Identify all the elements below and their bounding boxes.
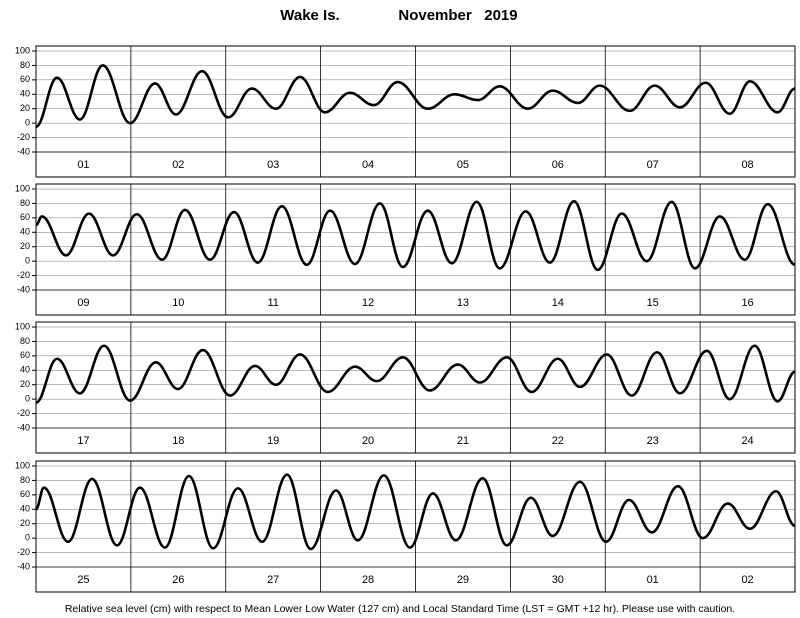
y-tick-label: 20	[20, 103, 30, 113]
y-tick-label: -40	[17, 146, 30, 156]
day-label: 05	[457, 159, 469, 171]
y-tick-label: 60	[20, 350, 30, 360]
y-tick-label: -40	[17, 561, 30, 571]
y-tick-label: 80	[20, 336, 30, 346]
day-label: 06	[552, 159, 564, 171]
y-tick-label: 0	[25, 256, 30, 266]
day-label: 02	[172, 159, 184, 171]
day-label: 18	[172, 435, 184, 447]
y-tick-label: -20	[17, 547, 30, 557]
y-tick-label: 100	[15, 321, 30, 331]
day-label: 28	[362, 574, 374, 586]
y-tick-label: 100	[15, 460, 30, 470]
y-tick-label: 0	[25, 394, 30, 404]
y-tick-label: 60	[20, 489, 30, 499]
day-label: 01	[647, 574, 659, 586]
day-label: 23	[647, 435, 659, 447]
day-label: 01	[77, 159, 89, 171]
day-label: 25	[77, 574, 89, 586]
y-tick-label: 80	[20, 475, 30, 485]
day-label: 29	[457, 574, 469, 586]
tide-curve	[35, 199, 796, 272]
day-label: 14	[552, 297, 564, 309]
y-tick-label: -20	[17, 408, 30, 418]
chart-subtitle: November 2019	[398, 7, 517, 24]
day-label: 15	[647, 297, 659, 309]
y-tick-label: -20	[17, 270, 30, 280]
day-label: 21	[457, 435, 469, 447]
day-label: 17	[77, 435, 89, 447]
chart-title: Wake Is.	[280, 7, 339, 24]
y-tick-label: 40	[20, 504, 30, 514]
y-tick-label: -20	[17, 132, 30, 142]
y-tick-label: -40	[17, 422, 30, 432]
day-label: 08	[741, 159, 753, 171]
day-label: 16	[741, 297, 753, 309]
footnote: Relative sea level (cm) with respect to …	[65, 603, 735, 615]
day-label: 04	[362, 159, 374, 171]
y-tick-label: 0	[25, 533, 30, 543]
y-tick-label: 40	[20, 227, 30, 237]
y-tick-label: 40	[20, 365, 30, 375]
y-tick-label: 20	[20, 379, 30, 389]
day-label: 03	[267, 159, 279, 171]
day-label: 24	[741, 435, 753, 447]
y-tick-label: 80	[20, 60, 30, 70]
day-label: 20	[362, 435, 374, 447]
day-label: 09	[77, 297, 89, 309]
y-tick-label: 20	[20, 241, 30, 251]
day-label: 13	[457, 297, 469, 309]
y-tick-label: 60	[20, 74, 30, 84]
y-tick-label: 20	[20, 518, 30, 528]
y-tick-label: 60	[20, 212, 30, 222]
y-tick-label: 100	[15, 183, 30, 193]
day-label: 07	[647, 159, 659, 171]
y-tick-label: 0	[25, 118, 30, 128]
y-tick-label: 80	[20, 198, 30, 208]
day-label: 30	[552, 574, 564, 586]
day-label: 27	[267, 574, 279, 586]
day-label: 19	[267, 435, 279, 447]
y-tick-label: 40	[20, 89, 30, 99]
day-label: 12	[362, 297, 374, 309]
y-tick-label: 100	[15, 45, 30, 55]
day-label: 26	[172, 574, 184, 586]
y-tick-label: -40	[17, 284, 30, 294]
tide-curve	[35, 344, 796, 405]
tide-curve	[34, 473, 796, 551]
day-label: 10	[172, 297, 184, 309]
tide-curve	[35, 64, 796, 129]
day-label: 22	[552, 435, 564, 447]
day-label: 11	[267, 297, 278, 309]
day-label: 02	[741, 574, 753, 586]
